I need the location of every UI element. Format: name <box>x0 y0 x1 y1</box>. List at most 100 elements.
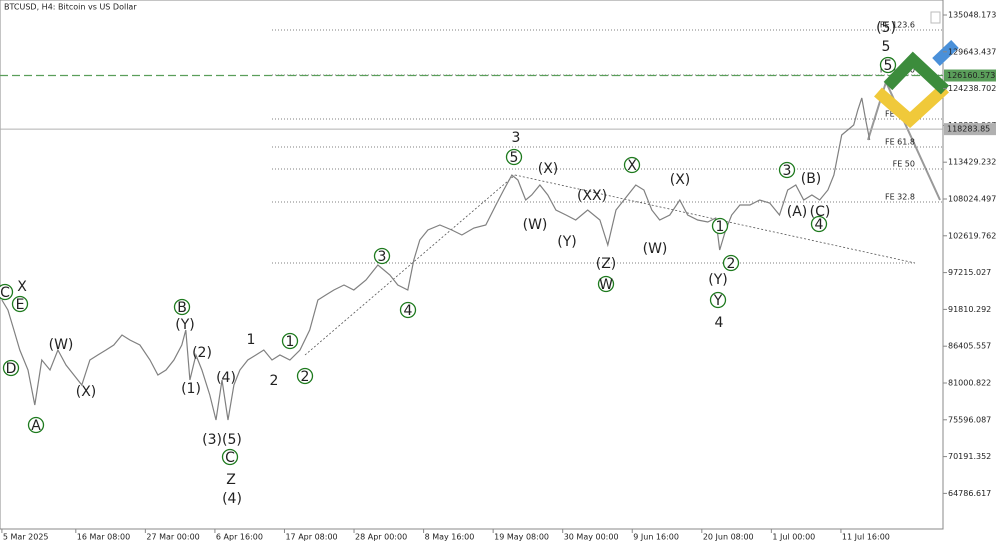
y-tick-label: 135048.173 <box>948 10 996 19</box>
wave-label: (X) <box>76 384 97 400</box>
wave-circle <box>879 56 897 74</box>
wave-circle <box>173 298 191 316</box>
wave-label: 5 <box>510 150 519 166</box>
x-tick-label: 20 Jun 08:00 <box>703 533 754 542</box>
wave-label: B <box>177 300 187 316</box>
wave-label: (A) <box>787 204 808 220</box>
wave-label: Z <box>226 472 236 488</box>
wave-label: (W) <box>49 337 74 353</box>
level-label: FE 123.6 <box>880 20 915 29</box>
wave-label: 1 <box>247 332 256 348</box>
wave-label: (1) <box>181 381 201 397</box>
level-label: FE 61.8 <box>885 138 915 147</box>
level-label: FE 50 <box>893 160 915 169</box>
y-tick-label: 102619.762 <box>948 231 996 240</box>
wave-label: Y <box>713 293 723 309</box>
y-tick-label: 108024.497 <box>948 194 996 203</box>
wave-label: (W) <box>643 241 668 257</box>
wave-label: 1 <box>716 219 725 235</box>
y-tick-label: 86405.557 <box>948 342 991 351</box>
wave-label: A <box>31 418 41 434</box>
wave-circle <box>2 359 20 377</box>
wave-label: X <box>627 158 637 174</box>
wave-label: 2 <box>270 373 279 389</box>
x-tick-label: 17 Apr 08:00 <box>285 533 337 542</box>
wave-label: (X) <box>670 172 691 188</box>
wave-label: (X) <box>538 161 559 177</box>
y-tick-label: 75596.087 <box>948 415 991 424</box>
wave-label: (XX) <box>577 188 607 204</box>
wave-circle <box>711 217 729 235</box>
wave-circle <box>722 254 740 272</box>
wave-label: 1 <box>286 334 295 350</box>
wave-label: 3 <box>783 163 792 179</box>
x-tick-label: 28 Apr 00:00 <box>355 533 407 542</box>
wave-circle <box>778 161 796 179</box>
x-tick-label: 19 May 08:00 <box>494 533 549 542</box>
wave-circle <box>623 156 641 174</box>
wave-label: (2) <box>192 345 212 361</box>
logo <box>874 40 959 129</box>
wave-circle <box>709 291 727 309</box>
x-tick-label: 30 May 00:00 <box>564 533 619 542</box>
wave-circle <box>0 283 14 301</box>
chart-title: BTCUSD, H4: Bitcoin vs US Dollar <box>4 3 137 12</box>
y-tick-label: 129643.437 <box>948 47 996 56</box>
x-tick-label: 11 Jul 16:00 <box>842 533 890 542</box>
wave-circle <box>810 215 828 233</box>
wave-circle <box>373 247 391 265</box>
wave-circle <box>505 148 523 166</box>
price-tag-label: 118283.85 <box>947 125 990 134</box>
y-tick-label: 97215.027 <box>948 268 991 277</box>
wave-label: (Y) <box>708 272 727 288</box>
wave-label: 5 <box>882 39 891 55</box>
wave-label: X <box>17 279 27 295</box>
wave-circle <box>11 295 29 313</box>
wave-circle <box>296 367 314 385</box>
wave-label: 4 <box>815 217 824 233</box>
wave-label: (Y) <box>557 234 576 250</box>
wave-label: W <box>599 277 613 293</box>
wave-label: 4 <box>404 303 413 319</box>
level-label: FE 32.8 <box>885 193 915 202</box>
x-tick-label: 9 Jun 16:00 <box>633 533 679 542</box>
y-tick-label: 113429.232 <box>948 158 996 167</box>
y-tick-label: 91810.292 <box>948 305 991 314</box>
wave-label: (4) <box>216 370 236 386</box>
plot-frame <box>0 0 944 530</box>
wave-label: 2 <box>727 256 736 272</box>
wave-circle <box>281 332 299 350</box>
wave-label: (Y) <box>175 317 194 333</box>
logo-chevron <box>874 83 950 129</box>
wave-circle <box>221 448 239 466</box>
wave-circle <box>399 301 417 319</box>
panel-button[interactable] <box>930 11 941 24</box>
wave-label: (B) <box>801 171 822 187</box>
wave-label: C <box>225 450 235 466</box>
y-tick-label: 70191.352 <box>948 452 991 461</box>
x-tick-label: 5 Mar 2025 <box>3 533 49 542</box>
wave-label: 5 <box>884 58 893 74</box>
wave-label: (W) <box>523 217 548 233</box>
x-tick-label: 8 May 16:00 <box>425 533 475 542</box>
price-tag <box>944 123 996 136</box>
wave-label: 4 <box>715 315 724 331</box>
wave-circle <box>597 275 615 293</box>
wave-label: (5) <box>876 20 896 36</box>
x-tick-label: 27 Mar 00:00 <box>146 533 199 542</box>
wave-label: 2 <box>301 369 310 385</box>
wave-label: (C) <box>810 204 831 220</box>
price-line-series <box>1 97 871 421</box>
y-tick-label: 81000.822 <box>948 378 991 387</box>
wave-circle <box>27 416 45 434</box>
price-tag-label: 126160.573 <box>947 71 995 80</box>
y-tick-label: 64786.617 <box>948 489 991 498</box>
x-tick-label: 6 Apr 16:00 <box>216 533 263 542</box>
logo-chevron <box>883 51 950 95</box>
x-tick-label: 1 Jul 00:00 <box>772 533 815 542</box>
wave-label: (4) <box>222 491 242 507</box>
x-tick-label: 16 Mar 08:00 <box>77 533 130 542</box>
wave-label: D <box>6 361 17 377</box>
wave-label: C <box>0 285 10 301</box>
